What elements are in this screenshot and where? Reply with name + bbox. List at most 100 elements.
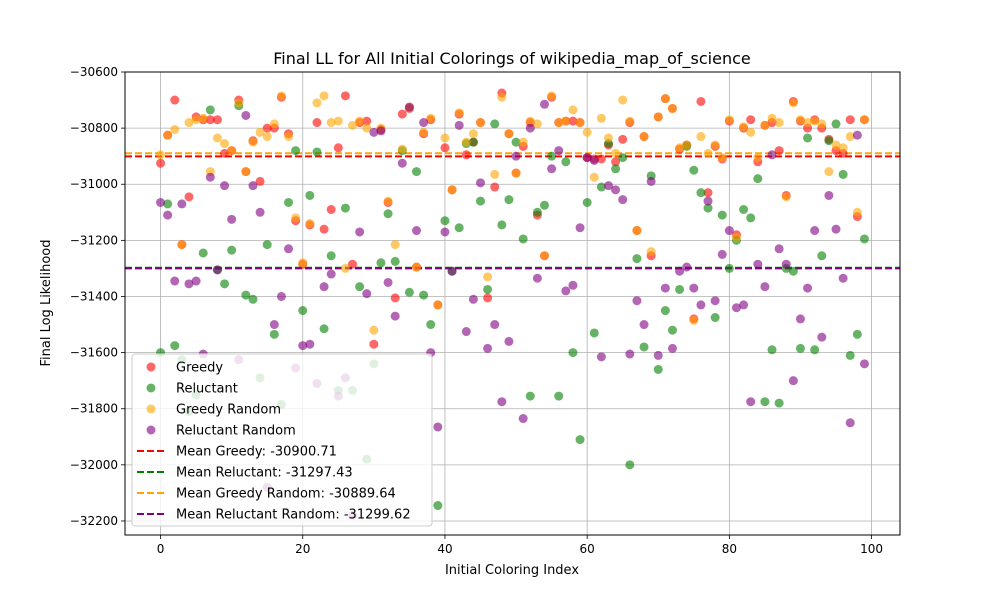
data-point xyxy=(739,300,749,310)
data-point xyxy=(468,129,478,139)
data-point xyxy=(419,290,429,300)
data-point xyxy=(703,196,713,206)
data-point xyxy=(404,287,414,297)
x-tick-label: 0 xyxy=(157,542,165,556)
data-point xyxy=(611,164,621,174)
data-point xyxy=(156,197,166,207)
data-point xyxy=(575,223,585,233)
data-point xyxy=(227,214,237,224)
data-point xyxy=(305,219,315,229)
y-tick-label: −32200 xyxy=(70,514,118,528)
data-point xyxy=(170,276,180,286)
data-point xyxy=(810,116,820,126)
data-point xyxy=(340,263,350,273)
data-point xyxy=(376,126,386,136)
data-point xyxy=(284,132,294,142)
data-point xyxy=(746,127,756,137)
data-point xyxy=(227,146,237,156)
data-point xyxy=(625,349,635,359)
data-point xyxy=(795,314,805,324)
data-point xyxy=(575,118,585,128)
data-point xyxy=(746,397,756,407)
data-point xyxy=(390,240,400,250)
data-point xyxy=(490,119,500,129)
data-point xyxy=(419,118,429,128)
data-point xyxy=(156,158,166,168)
data-point xyxy=(554,118,564,128)
data-point xyxy=(547,164,557,174)
data-point xyxy=(724,263,734,273)
data-point xyxy=(859,115,869,125)
data-point xyxy=(319,324,329,334)
data-point xyxy=(682,140,692,150)
data-point xyxy=(596,182,606,192)
data-point xyxy=(731,233,741,243)
data-point xyxy=(198,113,208,123)
data-point xyxy=(817,251,827,261)
data-point xyxy=(397,109,407,119)
data-point xyxy=(788,376,798,386)
x-tick-label: 60 xyxy=(580,542,595,556)
data-point xyxy=(561,116,571,126)
data-point xyxy=(504,129,514,139)
data-point xyxy=(582,197,592,207)
legend-marker xyxy=(146,362,156,372)
data-point xyxy=(433,300,443,310)
data-point xyxy=(710,296,720,306)
data-point xyxy=(618,153,628,163)
data-point xyxy=(696,96,706,106)
data-point xyxy=(795,115,805,125)
data-point xyxy=(383,277,393,287)
data-point xyxy=(717,249,727,259)
data-point xyxy=(497,92,507,102)
data-point xyxy=(397,144,407,154)
data-point xyxy=(824,190,834,200)
data-point xyxy=(703,203,713,213)
data-point xyxy=(348,120,358,130)
data-point xyxy=(689,315,699,325)
data-point xyxy=(746,115,756,125)
data-point xyxy=(596,352,606,362)
data-point xyxy=(440,133,450,143)
legend-marker xyxy=(146,404,156,414)
legend-marker xyxy=(146,383,156,393)
data-point xyxy=(724,226,734,236)
data-point xyxy=(262,240,272,250)
data-point xyxy=(781,259,791,269)
data-point xyxy=(298,341,308,351)
y-axis-label: Final Log Likelihood xyxy=(39,240,54,367)
data-point xyxy=(547,151,557,161)
data-point xyxy=(845,418,855,428)
data-point xyxy=(568,105,578,115)
data-point xyxy=(532,119,542,129)
chart-title: Final LL for All Initial Colorings of wi… xyxy=(273,49,751,69)
data-point xyxy=(760,120,770,130)
data-point xyxy=(177,240,187,250)
data-point xyxy=(803,283,813,293)
y-tick-label: −31800 xyxy=(70,402,118,416)
data-point xyxy=(362,123,372,133)
data-point xyxy=(390,311,400,321)
data-point xyxy=(163,199,173,209)
data-point xyxy=(803,118,813,128)
data-point xyxy=(817,119,827,129)
data-point xyxy=(319,224,329,234)
data-points xyxy=(156,88,869,520)
data-point xyxy=(369,127,379,137)
data-point xyxy=(205,115,215,125)
data-point xyxy=(461,150,471,160)
data-point xyxy=(468,137,478,147)
data-point xyxy=(788,98,798,108)
legend: Greedy Reluctant Greedy Random Reluctant Ra… xyxy=(131,353,433,527)
data-point xyxy=(220,279,230,289)
data-point xyxy=(504,336,514,346)
data-point xyxy=(675,266,685,276)
data-point xyxy=(696,132,706,142)
data-point xyxy=(305,339,315,349)
data-point xyxy=(554,146,564,156)
data-point xyxy=(518,137,528,147)
data-point xyxy=(241,110,251,120)
data-point xyxy=(298,258,308,268)
data-point xyxy=(348,259,358,269)
data-point xyxy=(611,185,621,195)
